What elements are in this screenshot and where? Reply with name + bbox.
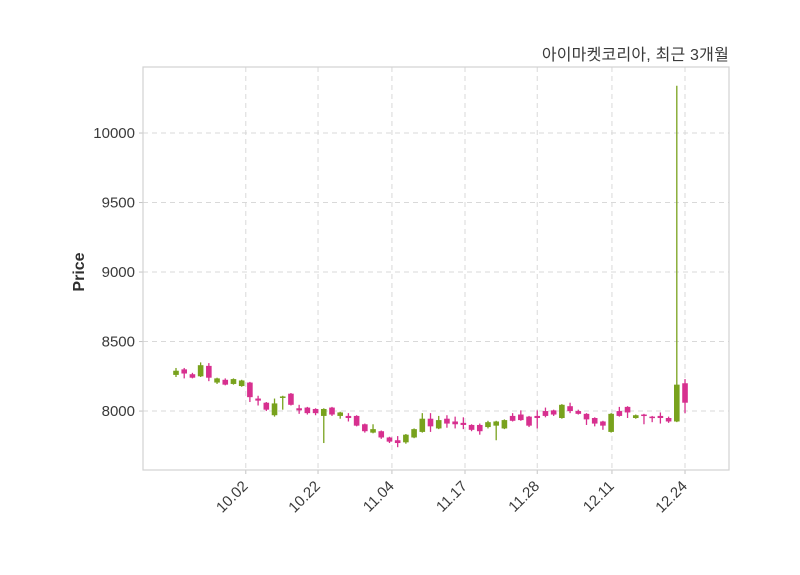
y-tick-label: 10000: [93, 125, 135, 142]
x-tick-label: 12.11: [580, 478, 618, 516]
candle-body: [476, 424, 483, 432]
candle-body: [665, 418, 672, 422]
candle-body: [238, 380, 245, 387]
candle-body: [173, 370, 179, 375]
candle-body: [214, 378, 220, 383]
y-axis-title: Price: [71, 252, 88, 292]
candle-body: [468, 424, 475, 430]
candle-body: [435, 420, 442, 429]
candle-body: [197, 365, 204, 377]
candle-body: [255, 398, 261, 401]
candle-body: [509, 415, 516, 421]
candle-body: [271, 403, 278, 416]
candle-body: [427, 418, 434, 427]
x-tick-label: 12.24: [652, 478, 691, 517]
candle-body: [279, 396, 286, 398]
candle-body: [378, 431, 385, 438]
candle-body: [362, 424, 368, 432]
candle-body: [550, 410, 557, 415]
candle-body: [411, 429, 417, 438]
candle-body: [649, 416, 655, 419]
candle-body: [583, 413, 590, 420]
candle-body: [312, 408, 319, 414]
candle-body: [534, 415, 541, 419]
candle-body: [624, 406, 631, 413]
candle-body: [288, 393, 294, 405]
candle-body: [181, 369, 188, 374]
candle-body: [304, 407, 311, 414]
candle-body: [542, 411, 549, 416]
candle-body: [403, 434, 409, 443]
candle-body: [337, 412, 343, 416]
y-tick-label: 9500: [102, 195, 135, 212]
candle-body: [591, 418, 598, 424]
candle-body: [641, 414, 647, 417]
candle-body: [222, 379, 229, 385]
candle-body: [189, 374, 196, 378]
candle-body: [616, 411, 623, 416]
candle-body: [575, 411, 582, 414]
candle-body: [296, 408, 302, 411]
candle-body: [632, 415, 639, 419]
candle-body: [444, 418, 450, 424]
x-tick-label: 10.02: [213, 478, 252, 517]
candle-body: [518, 414, 524, 421]
candle-body: [657, 415, 664, 419]
x-tick-label: 11.17: [433, 478, 471, 516]
candle-body: [674, 384, 680, 422]
candle-body: [452, 421, 458, 425]
candle-body: [485, 422, 491, 428]
candle-body: [559, 404, 565, 419]
y-tick-label: 9000: [102, 264, 135, 281]
candle-body: [394, 440, 401, 444]
x-tick-label: 11.04: [360, 478, 398, 516]
candle-body: [526, 416, 532, 426]
candle-body: [386, 437, 393, 442]
x-tick-label: 10.22: [285, 478, 324, 517]
plot-panel: [142, 66, 730, 471]
candle-body: [320, 408, 327, 416]
candle-body: [247, 382, 253, 398]
chart-title: 아이마켓코리아, 최근 3개월: [541, 47, 729, 64]
y-tick-label: 8000: [102, 403, 135, 420]
candle-body: [329, 407, 335, 415]
y-tick-label: 8500: [102, 334, 135, 351]
candle-body: [419, 418, 426, 432]
candle-body: [370, 429, 376, 433]
candle-body: [501, 420, 508, 429]
candle-body: [682, 383, 688, 403]
candle-body: [206, 365, 212, 378]
candle-body: [263, 402, 270, 410]
candle-body: [353, 415, 360, 426]
candle-body: [567, 406, 573, 412]
candle-body: [600, 421, 606, 426]
x-tick-label: 11.28: [505, 478, 543, 516]
candle-body: [608, 413, 614, 432]
candle-body: [493, 421, 499, 426]
candle-body: [460, 422, 467, 425]
candle-body: [230, 379, 237, 384]
candle-body: [345, 415, 352, 419]
